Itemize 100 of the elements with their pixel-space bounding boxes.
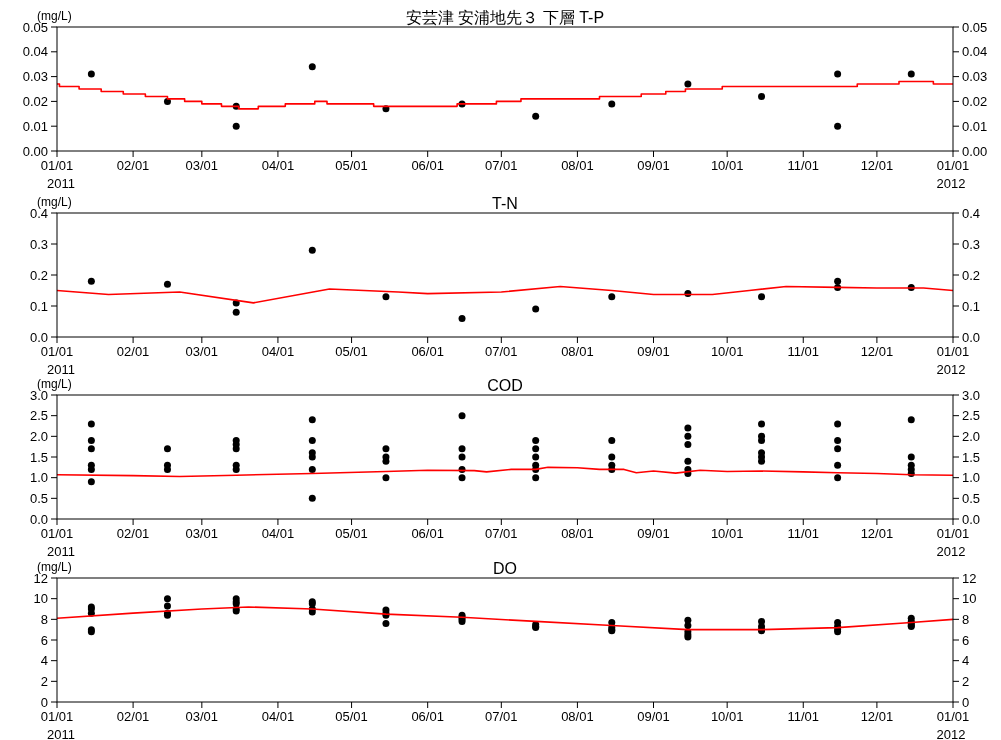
x-tick-label: 02/01 — [116, 709, 150, 724]
y2-tick-label: 2 — [962, 673, 970, 689]
x-tick-label: 01/01 2011 — [40, 526, 75, 559]
x-tick-label: 05/01 — [335, 158, 368, 173]
y2-tick-label: 0.00 — [962, 143, 988, 159]
x-tick-label: 08/01 — [561, 709, 594, 724]
y-tick-label: 2.0 — [29, 428, 48, 444]
x-tick-label: 01/01 2011 — [40, 709, 75, 740]
x-tick-label: 10/01 — [710, 526, 744, 541]
x-tick-label: 07/01 — [485, 526, 518, 541]
x-tick-label: 12/01 — [860, 709, 894, 724]
x-tick-label: 07/01 — [485, 709, 518, 724]
chart-title: COD — [487, 377, 523, 394]
y2-tick-label: 8 — [962, 611, 970, 627]
x-tick-label: 02/01 — [116, 158, 150, 173]
x-tick-label: 04/01 — [261, 526, 295, 541]
y-tick-label: 0.2 — [29, 267, 48, 283]
x-tick-label: 12/01 — [860, 344, 894, 359]
y2-tick-label: 10 — [962, 591, 977, 607]
x-tick-label: 08/01 — [561, 344, 594, 359]
y-tick-label: 0.0 — [29, 329, 48, 345]
x-tick-label: 03/01 — [185, 344, 219, 359]
y2-tick-label: 3.0 — [962, 387, 981, 403]
x-tick-label: 10/01 — [710, 158, 744, 173]
y2-tick-label: 0 — [962, 694, 970, 710]
x-tick-label: 05/01 — [335, 344, 368, 359]
y2-tick-label: 12 — [962, 570, 977, 586]
x-tick-label: 07/01 — [485, 158, 518, 173]
x-tick-label: 03/01 — [185, 526, 219, 541]
x-tick-label: 03/01 — [185, 158, 219, 173]
y-tick-label: 0.01 — [22, 118, 48, 134]
y-tick-label: 0 — [40, 694, 48, 710]
x-tick-label: 02/01 — [116, 526, 150, 541]
x-tick-label: 12/01 — [860, 158, 894, 173]
y2-tick-label: 0.0 — [962, 511, 981, 527]
x-tick-label: 01/01 2012 — [936, 526, 970, 559]
y2-tick-label: 1.0 — [962, 470, 981, 486]
x-tick-label: 08/01 — [561, 526, 594, 541]
x-tick-label: 06/01 — [411, 526, 444, 541]
y-tick-label: 0.3 — [29, 236, 48, 252]
y-tick-label: 8 — [40, 611, 48, 627]
y2-tick-label: 1.5 — [962, 449, 981, 465]
x-tick-label: 11/01 — [787, 344, 820, 359]
y2-tick-label: 0.2 — [962, 267, 981, 283]
x-tick-label: 06/01 — [411, 709, 444, 724]
chart-title: T-N — [492, 195, 518, 212]
y2-tick-label: 0.1 — [962, 298, 981, 314]
y2-tick-label: 0.0 — [962, 329, 981, 345]
y-tick-label: 1.0 — [29, 470, 48, 486]
y-tick-label: 1.5 — [29, 449, 48, 465]
x-tick-label: 01/01 2012 — [936, 344, 970, 377]
y-tick-label: 0.03 — [22, 69, 48, 85]
x-tick-label: 11/01 — [787, 158, 820, 173]
y2-tick-label: 6 — [962, 632, 970, 648]
y2-tick-label: 0.04 — [962, 44, 988, 60]
x-tick-label: 09/01 — [637, 709, 670, 724]
y-tick-label: 10 — [33, 591, 48, 607]
x-tick-label: 09/01 — [637, 526, 670, 541]
chart-title: 安芸津 安浦地先３ 下層 T-P — [405, 9, 605, 26]
y-tick-label: 2 — [40, 673, 48, 689]
x-tick-label: 09/01 — [637, 158, 670, 173]
x-tick-label: 01/01 2011 — [40, 158, 75, 191]
y2-tick-label: 0.3 — [962, 236, 981, 252]
y2-tick-label: 0.03 — [962, 69, 988, 85]
y2-tick-label: 0.5 — [962, 490, 981, 506]
x-tick-label: 01/01 2012 — [936, 158, 970, 191]
y2-tick-label: 4 — [962, 653, 970, 669]
x-tick-label: 07/01 — [485, 344, 518, 359]
y2-tick-label: 0.01 — [962, 118, 988, 134]
x-tick-label: 10/01 — [710, 344, 744, 359]
y-tick-label: 0.5 — [29, 490, 48, 506]
x-tick-label: 04/01 — [261, 709, 295, 724]
x-tick-label: 01/01 2011 — [40, 344, 75, 377]
y-tick-label: 0.04 — [22, 44, 48, 60]
x-tick-label: 03/01 — [185, 709, 219, 724]
x-tick-label: 05/01 — [335, 709, 368, 724]
y2-tick-label: 2.5 — [962, 408, 981, 424]
x-tick-label: 01/01 2012 — [936, 709, 970, 740]
y-tick-label: 0.00 — [22, 143, 48, 159]
y2-tick-label: 2.0 — [962, 428, 981, 444]
x-tick-label: 04/01 — [261, 158, 295, 173]
x-tick-label: 09/01 — [637, 344, 670, 359]
x-tick-label: 11/01 — [787, 709, 820, 724]
x-tick-label: 04/01 — [261, 344, 295, 359]
chart-title: DO — [493, 560, 517, 577]
x-tick-label: 12/01 — [860, 526, 894, 541]
y-tick-label: 4 — [40, 653, 48, 669]
x-tick-label: 10/01 — [710, 709, 744, 724]
x-tick-label: 06/01 — [411, 344, 444, 359]
x-tick-label: 05/01 — [335, 526, 368, 541]
y2-tick-label: 0.05 — [962, 19, 988, 35]
y-tick-label: 6 — [40, 632, 48, 648]
y-tick-label: 0.1 — [29, 298, 48, 314]
x-tick-label: 11/01 — [787, 526, 820, 541]
x-tick-label: 02/01 — [116, 344, 150, 359]
y2-tick-label: 0.4 — [962, 205, 981, 221]
y-tick-label: 0.0 — [29, 511, 48, 527]
y2-tick-label: 0.02 — [962, 93, 988, 109]
y-tick-label: 0.02 — [22, 93, 48, 109]
x-tick-label: 08/01 — [561, 158, 594, 173]
